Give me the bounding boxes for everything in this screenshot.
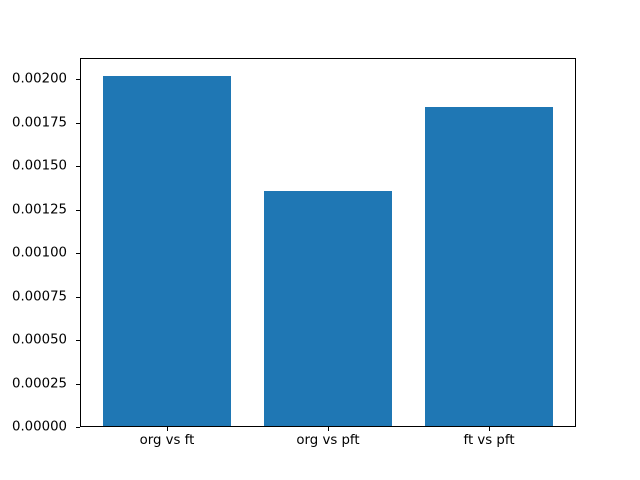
y-tick-mark xyxy=(76,383,80,385)
bar-org-vs-pft xyxy=(263,190,393,427)
x-tick-mark xyxy=(166,427,168,431)
y-tick-label: 0.00100 xyxy=(12,245,67,261)
y-tick-mark xyxy=(76,122,80,124)
y-tick-mark xyxy=(76,427,80,428)
x-tick-label: ft vs pft xyxy=(463,433,515,448)
y-tick-mark xyxy=(76,253,80,255)
bar-ft-vs-pft xyxy=(424,107,554,427)
x-tick-mark xyxy=(489,427,491,431)
y-tick-mark xyxy=(76,209,80,211)
y-tick-label: 0.00125 xyxy=(12,201,67,217)
y-tick-label: 0.00150 xyxy=(12,158,67,174)
y-tick-mark xyxy=(76,296,80,298)
y-tick-label: 0.00050 xyxy=(12,332,67,348)
y-tick-label: 0.00075 xyxy=(12,288,67,304)
x-tick-label: org vs pft xyxy=(296,433,360,448)
y-tick-label: 0.00175 xyxy=(12,115,67,131)
y-tick-mark xyxy=(76,166,80,168)
x-tick-label: org vs ft xyxy=(139,433,195,448)
plot-frame xyxy=(80,58,576,427)
y-tick-label: 0.00025 xyxy=(12,375,67,391)
x-tick-mark xyxy=(328,427,329,431)
y-tick-label: 0.00000 xyxy=(12,419,67,435)
y-tick-mark xyxy=(76,340,80,342)
bar-org-vs-ft xyxy=(102,75,232,427)
y-tick-mark xyxy=(76,79,80,81)
y-tick-label: 0.00200 xyxy=(12,71,67,87)
